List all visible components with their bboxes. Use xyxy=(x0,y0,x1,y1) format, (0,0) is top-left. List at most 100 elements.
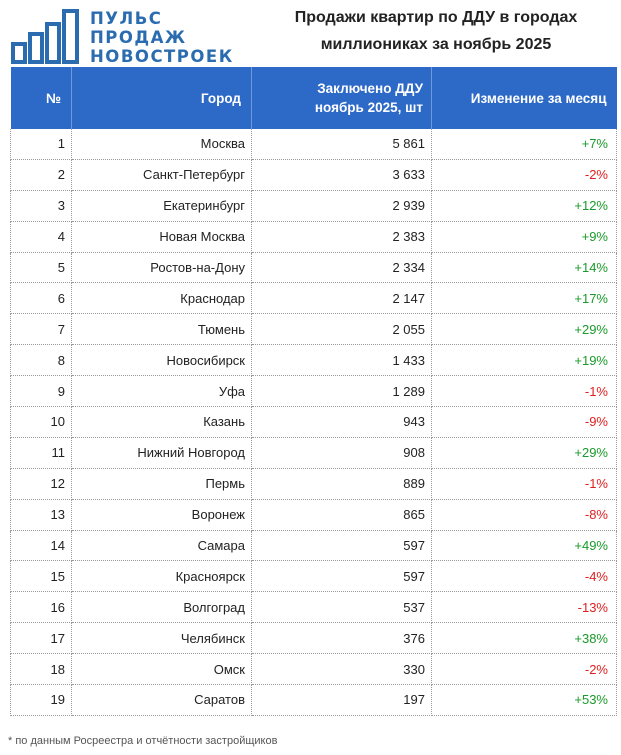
row-city: Москва xyxy=(71,129,252,160)
table-row: 19 Саратов 197 +53% xyxy=(10,684,617,716)
row-change: -4% xyxy=(431,560,617,593)
table-row: 18 Омск 330 -2% xyxy=(10,653,617,686)
row-city: Самара xyxy=(71,530,252,562)
row-change: +17% xyxy=(431,282,617,315)
row-deals: 537 xyxy=(251,591,432,624)
header-deals-line-1: Заключено ДДУ xyxy=(317,81,423,96)
row-change: +7% xyxy=(431,129,617,160)
header-change: Изменение за месяц xyxy=(431,67,617,129)
row-num: 12 xyxy=(10,468,72,500)
row-num: 14 xyxy=(10,530,72,562)
row-deals: 2 055 xyxy=(251,313,432,346)
row-change: +12% xyxy=(431,190,617,222)
row-deals: 197 xyxy=(251,684,432,716)
row-city: Саратов xyxy=(71,684,252,716)
row-city: Ростов-на-Дону xyxy=(71,252,252,284)
title-line-1: Продажи квартир по ДДУ в городах xyxy=(294,9,578,26)
row-city: Нижний Новгород xyxy=(71,437,252,469)
row-change: -2% xyxy=(431,653,617,686)
row-deals: 2 939 xyxy=(251,190,432,222)
table-header: № Город Заключено ДДУ ноябрь 2025, шт Из… xyxy=(10,67,617,129)
table-row: 1 Москва 5 861 +7% xyxy=(10,129,617,160)
row-change: -13% xyxy=(431,591,617,624)
row-deals: 1 289 xyxy=(251,375,432,408)
row-city: Волгоград xyxy=(71,591,252,624)
row-num: 13 xyxy=(10,499,72,531)
row-city: Новая Москва xyxy=(71,221,252,253)
row-num: 16 xyxy=(10,591,72,624)
header-deals: Заключено ДДУ ноябрь 2025, шт xyxy=(251,67,432,129)
row-city: Воронеж xyxy=(71,499,252,531)
row-num: 4 xyxy=(10,221,72,253)
row-num: 10 xyxy=(10,406,72,438)
logo-line-1: ПУЛЬС xyxy=(90,9,163,28)
row-num: 1 xyxy=(10,129,72,160)
table-row: 5 Ростов-на-Дону 2 334 +14% xyxy=(10,252,617,284)
row-city: Красноярск xyxy=(71,560,252,593)
logo-line-3: НОВОСТРОЕК xyxy=(90,47,234,66)
row-num: 19 xyxy=(10,684,72,716)
table-row: 12 Пермь 889 -1% xyxy=(10,468,617,500)
logo-buildings-icon xyxy=(11,9,79,64)
row-change: +29% xyxy=(431,313,617,346)
table-row: 7 Тюмень 2 055 +29% xyxy=(10,313,617,346)
row-change: +9% xyxy=(431,221,617,253)
row-city: Пермь xyxy=(71,468,252,500)
row-change: +29% xyxy=(431,437,617,469)
table-row: 8 Новосибирск 1 433 +19% xyxy=(10,344,617,377)
row-deals: 2 147 xyxy=(251,282,432,315)
row-change: -1% xyxy=(431,375,617,408)
row-change: +38% xyxy=(431,622,617,655)
table-row: 2 Санкт-Петербург 3 633 -2% xyxy=(10,159,617,191)
row-change: -1% xyxy=(431,468,617,500)
logo-text: ПУЛЬС ПРОДАЖ НОВОСТРОЕК xyxy=(90,9,234,66)
row-deals: 376 xyxy=(251,622,432,655)
table-body: 1 Москва 5 861 +7% 2 Санкт-Петербург 3 633 -2% 3… xyxy=(10,129,617,716)
header-deals-line-2: ноябрь 2025, шт xyxy=(314,100,423,115)
row-deals: 5 861 xyxy=(251,129,432,160)
row-change: +53% xyxy=(431,684,617,716)
table-row: 11 Нижний Новгород 908 +29% xyxy=(10,437,617,469)
row-change: +14% xyxy=(431,252,617,284)
row-num: 9 xyxy=(10,375,72,408)
logo-line-2: ПРОДАЖ xyxy=(90,28,187,47)
table-row: 13 Воронеж 865 -8% xyxy=(10,499,617,531)
row-city: Тюмень xyxy=(71,313,252,346)
row-num: 7 xyxy=(10,313,72,346)
table-row: 4 Новая Москва 2 383 +9% xyxy=(10,221,617,253)
table-row: 6 Краснодар 2 147 +17% xyxy=(10,282,617,315)
row-num: 5 xyxy=(10,252,72,284)
sales-table: № Город Заключено ДДУ ноябрь 2025, шт Из… xyxy=(10,67,617,716)
row-num: 2 xyxy=(10,159,72,191)
row-num: 8 xyxy=(10,344,72,377)
row-city: Краснодар xyxy=(71,282,252,315)
row-deals: 3 633 xyxy=(251,159,432,191)
table-row: 10 Казань 943 -9% xyxy=(10,406,617,438)
row-deals: 2 334 xyxy=(251,252,432,284)
footnote: * по данным Росреестра и отчётности заст… xyxy=(8,735,278,747)
table-row: 14 Самара 597 +49% xyxy=(10,530,617,562)
header-num: № xyxy=(10,67,72,129)
table-row: 16 Волгоград 537 -13% xyxy=(10,591,617,624)
row-city: Санкт-Петербург xyxy=(71,159,252,191)
row-city: Омск xyxy=(71,653,252,686)
row-city: Новосибирск xyxy=(71,344,252,377)
row-change: +19% xyxy=(431,344,617,377)
row-deals: 1 433 xyxy=(251,344,432,377)
row-city: Казань xyxy=(71,406,252,438)
row-city: Екатеринбург xyxy=(71,190,252,222)
row-change: -9% xyxy=(431,406,617,438)
row-deals: 597 xyxy=(251,560,432,593)
row-deals: 908 xyxy=(251,437,432,469)
row-city: Челябинск xyxy=(71,622,252,655)
page-title: Продажи квартир по ДДУ в городах миллион… xyxy=(262,4,610,58)
header-city: Город xyxy=(71,67,252,129)
row-change: +49% xyxy=(431,530,617,562)
table-row: 3 Екатеринбург 2 939 +12% xyxy=(10,190,617,222)
row-num: 3 xyxy=(10,190,72,222)
row-change: -8% xyxy=(431,499,617,531)
row-num: 6 xyxy=(10,282,72,315)
logo: ПУЛЬС ПРОДАЖ НОВОСТРОЕК xyxy=(10,8,250,66)
row-city: Уфа xyxy=(71,375,252,408)
row-change: -2% xyxy=(431,159,617,191)
